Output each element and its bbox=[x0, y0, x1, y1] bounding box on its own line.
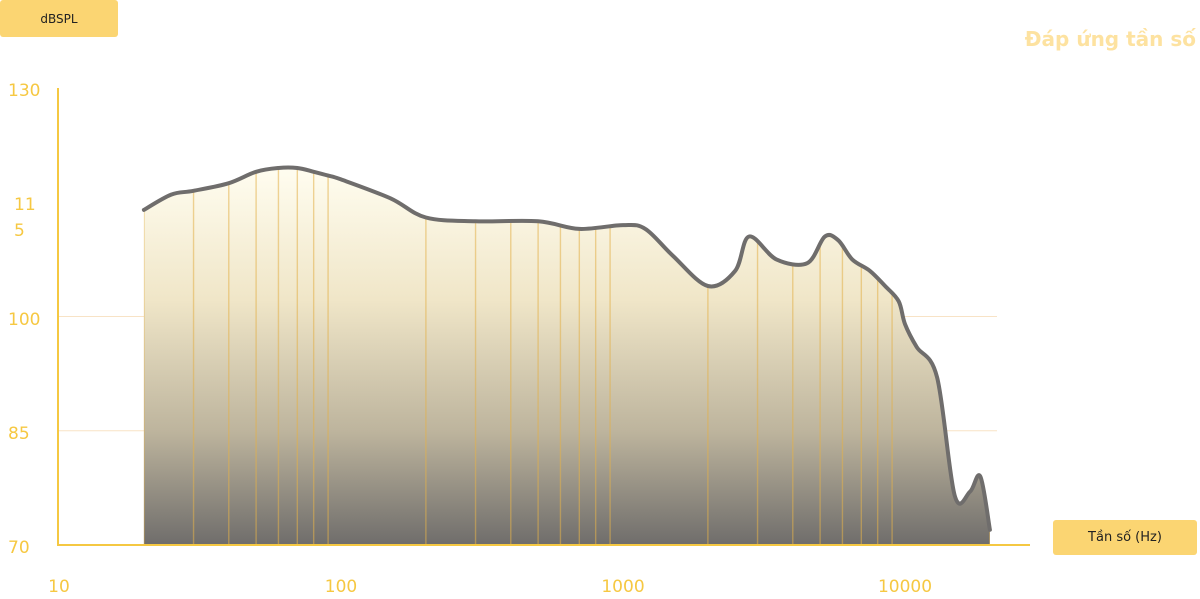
x-tick-label: 10000 bbox=[877, 577, 933, 597]
y-axis-label: dBSPL bbox=[0, 0, 118, 37]
y-tick-label: 115 bbox=[14, 195, 36, 241]
x-axis-label: Tần số (Hz) bbox=[1053, 520, 1197, 555]
x-tick-label: 1000 bbox=[601, 577, 645, 597]
y-tick-label: 130 bbox=[8, 81, 41, 101]
y-tick-label: 100 bbox=[8, 310, 41, 330]
chart-title: Đáp ứng tần số bbox=[1024, 27, 1196, 51]
y-tick-label: 70 bbox=[8, 538, 30, 558]
frequency-response-area bbox=[143, 167, 990, 545]
frequency-response-line bbox=[141, 165, 992, 532]
x-tick-label: 100 bbox=[324, 577, 358, 597]
minor-grid-lines bbox=[143, 167, 990, 545]
y-tick-label: 85 bbox=[8, 424, 30, 444]
x-tick-label: 10 bbox=[48, 577, 70, 597]
